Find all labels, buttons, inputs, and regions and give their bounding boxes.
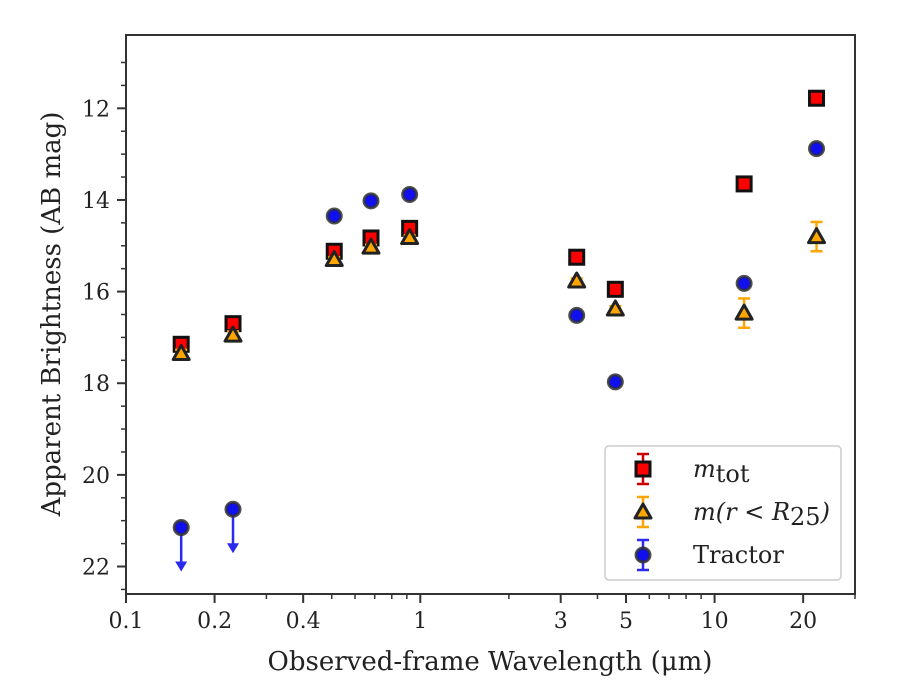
legend-label: mtot bbox=[693, 455, 750, 488]
data-point bbox=[568, 248, 586, 266]
legend: mtot m(r < R25) Tractor bbox=[604, 445, 842, 581]
data-point bbox=[808, 89, 826, 107]
legend-label: Tractor bbox=[693, 541, 784, 569]
data-point bbox=[808, 140, 826, 158]
data-point bbox=[807, 227, 827, 245]
series-square bbox=[172, 89, 826, 353]
data-point bbox=[325, 207, 343, 225]
x-tick-label: 1 bbox=[413, 609, 427, 634]
data-point bbox=[324, 250, 344, 268]
data-point bbox=[171, 343, 191, 361]
legend-marker bbox=[634, 460, 652, 478]
y-tick-label: 12 bbox=[82, 97, 110, 122]
y-tick-label: 20 bbox=[82, 464, 110, 489]
data-point bbox=[361, 237, 381, 255]
x-tick-label: 20 bbox=[789, 609, 817, 634]
data-point bbox=[735, 175, 753, 193]
data-point bbox=[568, 306, 586, 324]
legend-marker bbox=[634, 546, 652, 564]
data-point bbox=[735, 274, 753, 292]
x-tick-label: 3 bbox=[554, 609, 568, 634]
legend-label: m(r < R25) bbox=[693, 498, 830, 531]
x-tick-label: 0.4 bbox=[286, 609, 321, 634]
x-tick-label: 10 bbox=[701, 609, 729, 634]
legend-entry: m(r < R25) bbox=[633, 495, 830, 531]
y-tick-label: 14 bbox=[82, 189, 110, 214]
legend-box bbox=[604, 445, 842, 581]
x-axis: 0.1 0.2 0.4 1 3 5 10 20 bbox=[109, 594, 856, 634]
y-tick-label: 16 bbox=[82, 281, 110, 306]
data-point bbox=[605, 299, 625, 317]
x-tick-label: 5 bbox=[619, 609, 633, 634]
data-point bbox=[606, 280, 624, 298]
plot-marks bbox=[171, 89, 827, 572]
x-tick-label: 0.2 bbox=[197, 609, 232, 634]
series-triangle bbox=[171, 220, 827, 361]
data-point bbox=[734, 303, 754, 321]
data-point bbox=[606, 373, 624, 391]
data-point bbox=[172, 519, 190, 537]
data-point bbox=[567, 271, 587, 289]
y-tick-label: 18 bbox=[82, 372, 110, 397]
upper-limit-arrow-head bbox=[227, 543, 240, 554]
series-circle bbox=[172, 140, 826, 572]
y-axis: 12 14 16 18 20 22 bbox=[82, 61, 126, 591]
x-tick-label: 0.1 bbox=[109, 609, 144, 634]
data-point bbox=[223, 325, 243, 343]
upper-limit-arrow-head bbox=[175, 561, 188, 572]
data-point bbox=[362, 192, 380, 210]
data-point bbox=[401, 185, 419, 203]
legend-entry: Tractor bbox=[634, 538, 784, 572]
y-axis-label: Apparent Brightness (AB mag) bbox=[37, 112, 67, 518]
x-axis-label: Observed-frame Wavelength (μm) bbox=[268, 647, 713, 677]
legend-entry: mtot bbox=[634, 452, 750, 488]
data-point bbox=[224, 500, 242, 518]
legend-marker bbox=[633, 502, 653, 520]
data-point bbox=[400, 228, 420, 246]
y-tick-label: 22 bbox=[82, 556, 110, 581]
